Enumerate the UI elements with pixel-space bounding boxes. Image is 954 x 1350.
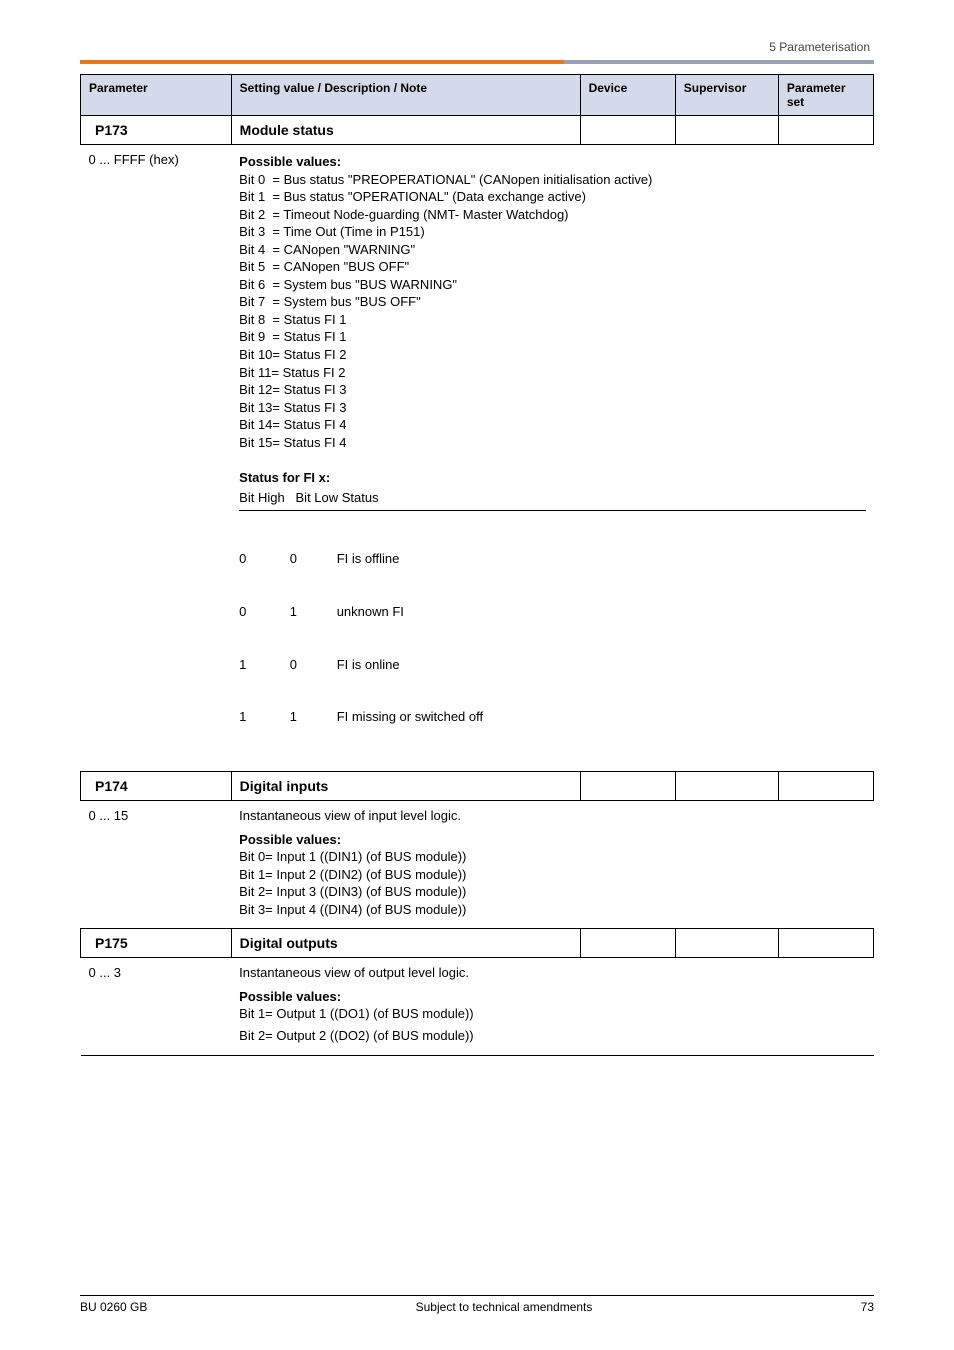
p173-bit: Bit 1 = Bus status "OPERATIONAL" (Data e… [239, 188, 865, 206]
col-setting: Setting value / Description / Note [231, 75, 580, 116]
col-parameter-set: Parameter set [778, 75, 873, 116]
p174-pset [778, 772, 873, 801]
p173-status-row: 1 0 FI is online [239, 656, 865, 674]
p173-bit: Bit 12= Status FI 3 [239, 381, 865, 399]
p173-bit: Bit 6 = System bus "BUS WARNING" [239, 276, 865, 294]
p173-description: Possible values: Bit 0 = Bus status "PRE… [231, 145, 873, 772]
p175-code: P175 [81, 929, 232, 958]
p173-bit: Bit 5 = CANopen "BUS OFF" [239, 258, 865, 276]
p173-pset [778, 116, 873, 145]
p175-range: 0 ... 3 [81, 958, 232, 1055]
p174-device [580, 772, 675, 801]
p173-code: P173 [81, 116, 232, 145]
p173-status-label: Status for FI x: [239, 469, 865, 487]
table-header-row: Parameter Setting value / Description / … [81, 75, 874, 116]
p175-possible-label: Possible values: [239, 988, 865, 1006]
p174-code: P174 [81, 772, 232, 801]
parameter-table: Parameter Setting value / Description / … [80, 74, 874, 1056]
p173-bit: Bit 11= Status FI 2 [239, 364, 865, 382]
p173-device [580, 116, 675, 145]
p175-body-row: 0 ... 3 Instantaneous view of output lev… [81, 958, 874, 1055]
p175-bit-list: Bit 1= Output 1 ((DO1) (of BUS module)) … [239, 1005, 865, 1044]
p173-bit: Bit 9 = Status FI 1 [239, 328, 865, 346]
p173-body-row: 0 ... FFFF (hex) Possible values: Bit 0 … [81, 145, 874, 772]
p173-status-row: 0 0 FI is offline [239, 550, 865, 568]
p173-title: Module status [231, 116, 580, 145]
p173-title-row: P173 Module status [81, 116, 874, 145]
p173-bit-list: Bit 0 = Bus status "PREOPERATIONAL" (CAN… [239, 171, 865, 452]
p173-bit: Bit 15= Status FI 4 [239, 434, 865, 452]
p174-bit: Bit 0= Input 1 ((DIN1) (of BUS module)) [239, 848, 865, 866]
p175-title: Digital outputs [231, 929, 580, 958]
p174-intro: Instantaneous view of input level logic. [239, 807, 865, 825]
p173-bit: Bit 8 = Status FI 1 [239, 311, 865, 329]
p175-description: Instantaneous view of output level logic… [231, 958, 873, 1055]
footer-left: BU 0260 GB [80, 1300, 147, 1314]
p174-possible-label: Possible values: [239, 831, 865, 849]
p175-title-row: P175 Digital outputs [81, 929, 874, 958]
p173-status-row: 0 1 unknown FI [239, 603, 865, 621]
col-parameter: Parameter [81, 75, 232, 116]
p174-range: 0 ... 15 [81, 801, 232, 929]
p173-supervisor [675, 116, 778, 145]
p175-bit: Bit 1= Output 1 ((DO1) (of BUS module)) [239, 1005, 865, 1023]
p175-supervisor [675, 929, 778, 958]
p174-body-row: 0 ... 15 Instantaneous view of input lev… [81, 801, 874, 929]
p173-possible-label: Possible values: [239, 153, 865, 171]
page-footer: BU 0260 GB Subject to technical amendmen… [80, 1295, 874, 1314]
p174-supervisor [675, 772, 778, 801]
p174-title: Digital inputs [231, 772, 580, 801]
p174-bit-list: Bit 0= Input 1 ((DIN1) (of BUS module)) … [239, 848, 865, 918]
col-supervisor: Supervisor [675, 75, 778, 116]
p173-bit: Bit 7 = System bus "BUS OFF" [239, 293, 865, 311]
p174-bit: Bit 3= Input 4 ((DIN4) (of BUS module)) [239, 901, 865, 919]
p173-status-row: 1 1 FI missing or switched off [239, 708, 865, 726]
p175-bit: Bit 2= Output 2 ((DO2) (of BUS module)) [239, 1027, 865, 1045]
p173-bit: Bit 14= Status FI 4 [239, 416, 865, 434]
footer-center: Subject to technical amendments [416, 1300, 593, 1314]
p175-device [580, 929, 675, 958]
p174-bit: Bit 1= Input 2 ((DIN2) (of BUS module)) [239, 866, 865, 884]
p173-bit: Bit 4 = CANopen "WARNING" [239, 241, 865, 259]
p174-bit: Bit 2= Input 3 ((DIN3) (of BUS module)) [239, 883, 865, 901]
p173-status-header: Bit High Bit Low Status [239, 489, 865, 507]
col-device: Device [580, 75, 675, 116]
header-divider [80, 60, 874, 66]
p173-bit: Bit 13= Status FI 3 [239, 399, 865, 417]
p174-description: Instantaneous view of input level logic.… [231, 801, 873, 929]
p174-title-row: P174 Digital inputs [81, 772, 874, 801]
p173-status-table: Bit High Bit Low Status 0 0 FI is offlin… [239, 489, 865, 761]
p173-bit: Bit 10= Status FI 2 [239, 346, 865, 364]
p175-intro: Instantaneous view of output level logic… [239, 964, 865, 982]
p173-range: 0 ... FFFF (hex) [81, 145, 232, 772]
p173-bit: Bit 3 = Time Out (Time in P151) [239, 223, 865, 241]
p175-pset [778, 929, 873, 958]
section-header: 5 Parameterisation [80, 40, 874, 54]
p173-bit: Bit 2 = Timeout Node-guarding (NMT- Mast… [239, 206, 865, 224]
footer-right: 73 [861, 1300, 874, 1314]
p173-bit: Bit 0 = Bus status "PREOPERATIONAL" (CAN… [239, 171, 865, 189]
